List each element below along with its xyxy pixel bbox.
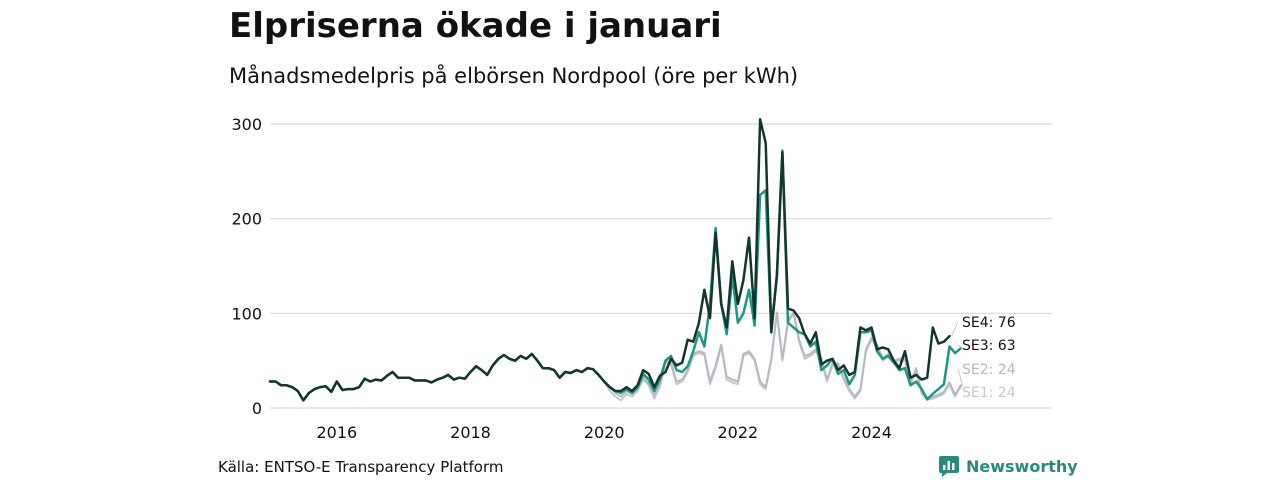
- x-tick-label: 2020: [584, 423, 625, 442]
- x-tick-label: 2024: [851, 423, 892, 442]
- label-leader-se1: [957, 384, 964, 393]
- label-leader-se3: [957, 344, 963, 349]
- source-note: Källa: ENTSO-E Transparency Platform: [218, 458, 504, 476]
- y-tick-label: 200: [231, 210, 262, 229]
- y-tick-label: 100: [231, 304, 262, 323]
- series-end-labels: SE4: 76 SE3: 63 SE2: 24 SE1: 24: [951, 315, 1016, 401]
- series-end-label-se3: SE3: 63: [962, 338, 1016, 354]
- bar-chart-logo-icon: [939, 456, 959, 477]
- y-tick-label: 300: [231, 115, 262, 134]
- x-axis-ticks: 2016 2018 2020 2022 2024: [316, 423, 891, 442]
- series-lines: [268, 118, 962, 402]
- label-leader-se2: [957, 368, 964, 386]
- brand-name: Newsworthy: [966, 456, 1078, 476]
- label-leader-se4: [951, 321, 959, 337]
- series-end-label-se4: SE4: 76: [962, 315, 1016, 331]
- chart-subtitle: Månadsmedelpris på elbörsen Nordpool (ör…: [229, 64, 799, 88]
- series-end-label-se2: SE2: 24: [962, 362, 1016, 378]
- series-line-se4: [268, 118, 951, 402]
- grid-lines: [270, 123, 1052, 409]
- y-tick-label: 0: [252, 399, 262, 418]
- brand-logo[interactable]: Newsworthy: [938, 455, 1078, 477]
- x-tick-label: 2022: [718, 423, 759, 442]
- series-end-label-se1: SE1: 24: [962, 385, 1016, 401]
- y-axis-ticks: 0 100 200 300: [231, 115, 262, 418]
- chart-title: Elpriserna ökade i januari: [229, 6, 722, 46]
- x-tick-label: 2016: [316, 423, 357, 442]
- x-tick-label: 2018: [450, 423, 491, 442]
